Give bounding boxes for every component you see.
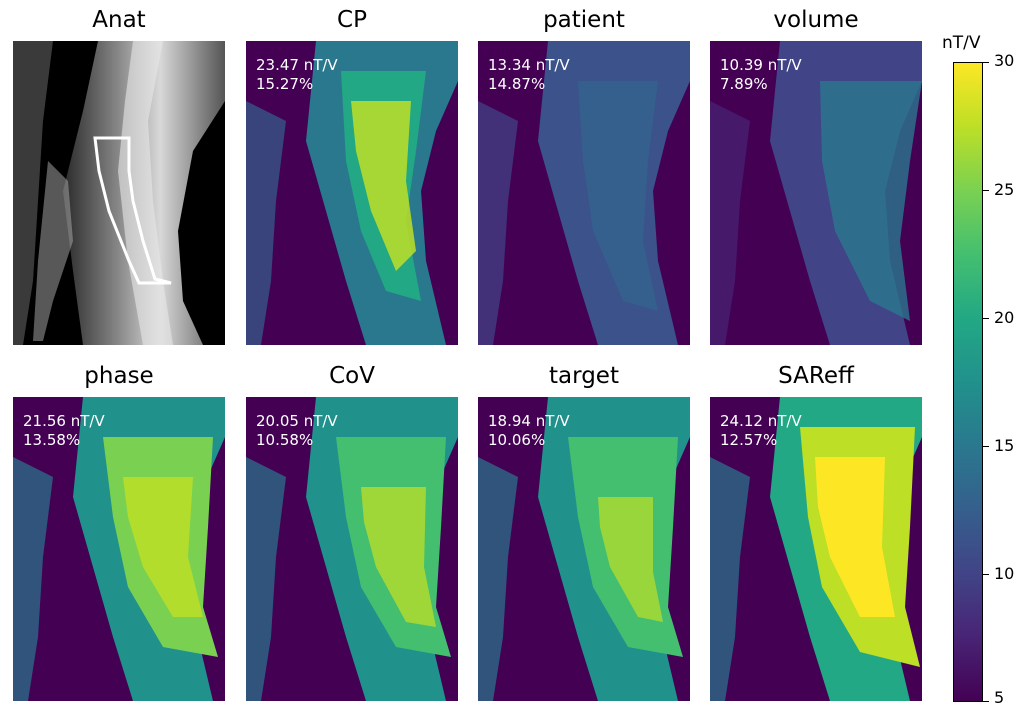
panel-title: CP xyxy=(337,7,367,33)
colorbar-tick xyxy=(983,701,989,702)
panel-title: phase xyxy=(84,363,154,389)
b1-mean-label: 24.12 nT/V 12.57% xyxy=(720,412,802,449)
b1-mean-label: 10.39 nT/V 7.89% xyxy=(720,56,802,93)
b1-mean-label: 20.05 nT/V 10.58% xyxy=(256,412,338,449)
colorbar-tick xyxy=(983,574,989,575)
b1-mean-label: 13.34 nT/V 14.87% xyxy=(488,56,570,93)
roi-outline xyxy=(93,136,172,285)
colorbar-tick-label: 10 xyxy=(994,564,1015,583)
panel-title: SAReff xyxy=(778,363,854,389)
b1-mean-label: 21.56 nT/V 13.58% xyxy=(23,412,105,449)
panel-title: patient xyxy=(543,7,625,33)
colorbar-unit: nT/V xyxy=(942,33,981,53)
colorbar-tick-label: 25 xyxy=(994,180,1015,199)
b1-map-image xyxy=(478,397,690,701)
colorbar-tick-label: 15 xyxy=(994,436,1015,455)
b1-mean-label: 23.47 nT/V 15.27% xyxy=(256,56,338,93)
panel-title: target xyxy=(549,363,619,389)
b1-map-image xyxy=(246,397,458,701)
colorbar-tick-label: 20 xyxy=(994,308,1015,327)
colorbar-tick-label: 30 xyxy=(994,51,1015,70)
b1-map-image xyxy=(246,41,458,345)
b1-map-image xyxy=(478,41,690,345)
b1-mean-label: 18.94 nT/V 10.06% xyxy=(488,412,570,449)
b1-map-image xyxy=(13,397,225,701)
b1-map-image xyxy=(710,397,922,701)
b1-map-image xyxy=(710,41,922,345)
colorbar-tick xyxy=(983,318,989,319)
colorbar-tick xyxy=(983,190,989,191)
panel-title: Anat xyxy=(92,7,146,33)
colorbar xyxy=(953,62,983,702)
colorbar-tick xyxy=(983,446,989,447)
colorbar-tick xyxy=(983,62,989,63)
colorbar-tick-label: 5 xyxy=(994,688,1005,707)
panel-title: volume xyxy=(773,7,859,33)
panel-title: CoV xyxy=(329,363,375,389)
anatomical-image xyxy=(13,41,225,345)
